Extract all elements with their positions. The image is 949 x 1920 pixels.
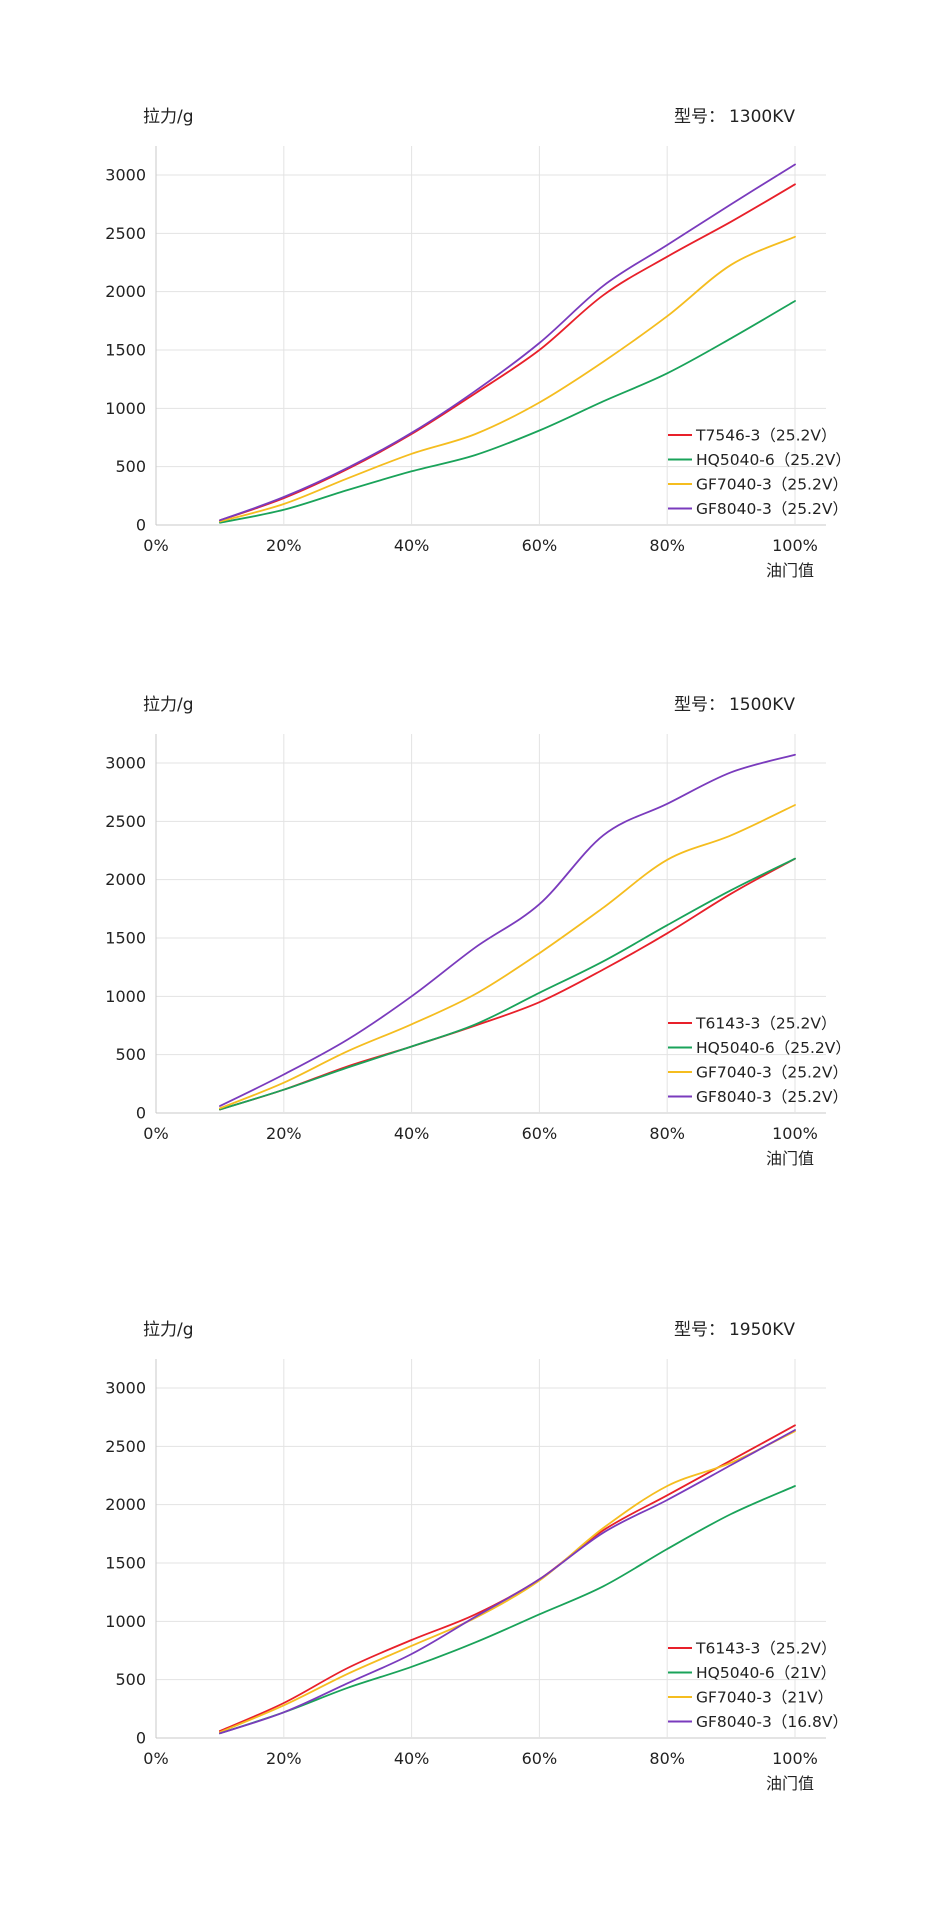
series-line: [219, 183, 796, 522]
legend: T7546-3（25.2V） HQ5040-6（25.2V） GF7040-3（25…: [668, 427, 851, 518]
series-line: [219, 1429, 796, 1735]
series-line: [219, 235, 796, 523]
y-tick-label: 1500: [105, 1554, 146, 1573]
chart-plot: 0 500 1000 1500 2000 2500 3000 0% 20% 40% 60% 80% 10…: [105, 1359, 848, 1793]
legend-label: GF7040-3（21V）: [696, 1689, 833, 1707]
legend: T6143-3（25.2V） HQ5040-6（21V） GF7040-3（21V）…: [668, 1640, 848, 1731]
model-value: 1300KV: [728, 107, 795, 127]
x-tick-label: 80%: [649, 536, 685, 555]
y-tick-label: 3000: [105, 754, 146, 773]
x-tick-label: 60%: [522, 536, 558, 555]
legend-label: GF8040-3（25.2V）: [696, 1088, 848, 1106]
x-tick-label: 40%: [394, 1124, 430, 1143]
legend-label: GF7040-3（25.2V）: [696, 1064, 848, 1082]
x-tick-label: 100%: [772, 536, 818, 555]
legend-label: HQ5040-6（21V）: [696, 1664, 836, 1682]
model-label: 型号： 1500KV: [670, 690, 795, 715]
x-tick-label: 80%: [649, 1124, 685, 1143]
legend-label: T7546-3（25.2V）: [695, 427, 836, 445]
chart-1500kv: 拉力/g 型号： 1500KV 0 500 1000 1500 2000 2500 3000 0…: [0, 688, 949, 1208]
x-axis-label: 油门值: [766, 561, 814, 580]
x-tick-label: 20%: [266, 536, 302, 555]
legend-label: GF7040-3（25.2V）: [696, 476, 848, 494]
y-tick-label: 1000: [105, 987, 146, 1006]
y-tick-label: 1000: [105, 399, 146, 418]
x-axis-label: 油门值: [766, 1149, 814, 1168]
x-tick-label: 20%: [266, 1124, 302, 1143]
x-tick-label: 20%: [266, 1749, 302, 1768]
x-tick-label: 60%: [522, 1124, 558, 1143]
series-line: [219, 1430, 796, 1734]
legend-label: GF8040-3（16.8V）: [696, 1713, 848, 1731]
x-tick-label: 60%: [522, 1749, 558, 1768]
grid: [155, 146, 826, 526]
x-tick-label: 80%: [649, 1749, 685, 1768]
legend: T6143-3（25.2V） HQ5040-6（25.2V） GF7040-3（25…: [668, 1015, 851, 1106]
y-tick-label: 1500: [105, 341, 146, 360]
x-tick-label: 0%: [143, 536, 168, 555]
series-line: [219, 857, 796, 1111]
x-tick-label: 40%: [394, 536, 430, 555]
model-prefix: 型号：: [673, 107, 725, 127]
y-tick-label: 2500: [105, 224, 146, 243]
x-tick-label: 0%: [143, 1124, 168, 1143]
model-label: 型号： 1950KV: [670, 1315, 795, 1340]
legend-label: HQ5040-6（25.2V）: [696, 1039, 851, 1057]
y-tick-label: 0: [136, 516, 146, 535]
model-label: 型号： 1300KV: [670, 102, 795, 127]
grid: [155, 1359, 826, 1739]
y-tick-label: 2000: [105, 870, 146, 889]
y-tick-label: 2500: [105, 1437, 146, 1456]
series-line: [219, 804, 796, 1110]
y-axis-label: 拉力/g: [143, 1320, 194, 1340]
y-tick-label: 0: [136, 1104, 146, 1123]
y-tick-label: 500: [115, 1670, 146, 1689]
y-tick-label: 500: [115, 1045, 146, 1064]
chart-plot: 0 500 1000 1500 2000 2500 3000 0% 20% 40% 60% 80% 10…: [105, 146, 851, 580]
model-prefix: 型号：: [673, 695, 725, 715]
y-tick-label: 2000: [105, 1495, 146, 1514]
x-tick-label: 40%: [394, 1749, 430, 1768]
series-line: [219, 300, 796, 524]
y-axis-label: 拉力/g: [143, 695, 194, 715]
x-tick-label: 0%: [143, 1749, 168, 1768]
legend-label: HQ5040-6（25.2V）: [696, 451, 851, 469]
chart-plot: 0 500 1000 1500 2000 2500 3000 0% 20% 40% 60% 80% 10…: [105, 734, 851, 1168]
legend-label: T6143-3（25.2V）: [695, 1640, 836, 1658]
y-tick-label: 2500: [105, 812, 146, 831]
model-value: 1950KV: [728, 1320, 795, 1340]
model-value: 1500KV: [728, 695, 795, 715]
model-prefix: 型号：: [673, 1320, 725, 1340]
y-tick-label: 1500: [105, 929, 146, 948]
series-line: [219, 1485, 796, 1735]
legend-label: GF8040-3（25.2V）: [696, 500, 848, 518]
chart-1950kv: 拉力/g 型号： 1950KV 0 500 1000 1500 2000 2500 3000 0…: [0, 1313, 949, 1833]
chart-1300kv: 拉力/g 型号： 1300KV 0 500 1000 1500 2000 2500 3000 0…: [0, 100, 949, 620]
x-tick-label: 100%: [772, 1749, 818, 1768]
y-axis-label: 拉力/g: [143, 107, 194, 127]
series-line: [219, 163, 796, 522]
y-tick-label: 3000: [105, 166, 146, 185]
x-tick-label: 100%: [772, 1124, 818, 1143]
y-tick-label: 0: [136, 1729, 146, 1748]
x-axis-label: 油门值: [766, 1774, 814, 1793]
legend-label: T6143-3（25.2V）: [695, 1015, 836, 1033]
series-line: [219, 753, 796, 1107]
y-tick-label: 3000: [105, 1379, 146, 1398]
y-tick-label: 500: [115, 457, 146, 476]
y-tick-label: 1000: [105, 1612, 146, 1631]
y-tick-label: 2000: [105, 282, 146, 301]
